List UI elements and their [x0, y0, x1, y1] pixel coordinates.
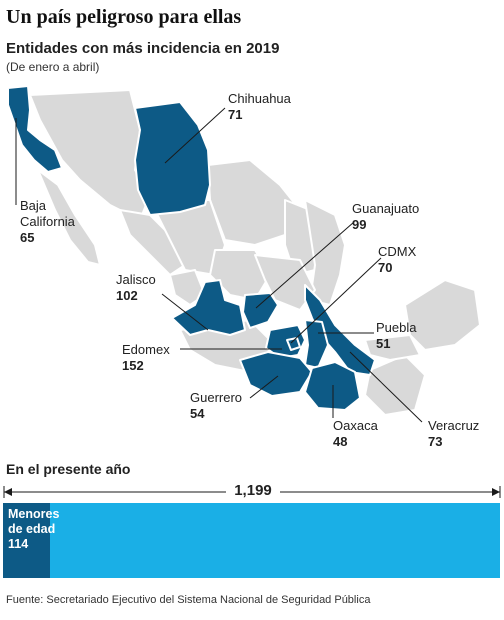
year-heading: En el presente año — [6, 461, 131, 477]
state-name: Guerrero — [190, 390, 243, 405]
state-value: 71 — [228, 107, 243, 122]
state-baja-california-sur — [37, 169, 101, 266]
label-edomex: Edomex 152 — [122, 342, 170, 374]
label-jalisco: Jalisco 102 — [116, 272, 156, 304]
label-chihuahua: Chihuahua 71 — [228, 91, 291, 123]
state-jalisco — [171, 279, 246, 336]
minors-bar — [3, 503, 50, 578]
state-tamaulipas — [304, 199, 346, 306]
state-name: Baja California — [20, 198, 75, 229]
leader-veracruz — [349, 351, 423, 423]
minors-label-line-2: de edad — [8, 522, 56, 536]
state-value: 152 — [122, 358, 144, 373]
label-cdmx: CDMX 70 — [378, 244, 416, 276]
state-edomex — [265, 324, 306, 359]
state-yucatan-peninsula — [404, 279, 481, 351]
minors-label-line-1: Menores — [8, 507, 60, 521]
state-value: 73 — [428, 434, 443, 449]
label-veracruz: Veracruz 73 — [428, 418, 479, 450]
state-name: Edomex — [122, 342, 170, 357]
state-value: 99 — [352, 217, 367, 232]
state-name: Chihuahua — [228, 91, 291, 106]
state-chihuahua — [134, 101, 211, 216]
total-label: 1,199 — [226, 482, 280, 499]
mexico-map — [7, 85, 481, 423]
leader-guanajuato — [255, 221, 355, 309]
label-oaxaca: Oaxaca 48 — [333, 418, 378, 450]
state-name: Jalisco — [116, 272, 156, 287]
leader-chihuahua — [164, 107, 226, 164]
total-bar — [3, 503, 500, 578]
chart-subtitle: Entidades con más incidencia en 2019 — [6, 40, 280, 57]
state-name: Veracruz — [428, 418, 480, 433]
chart-title: Un país peligroso para ellas — [6, 6, 242, 28]
state-name: Guanajuato — [352, 201, 420, 216]
source-note: Fuente: Secretariado Ejecutivo del Siste… — [6, 594, 371, 606]
minors-label: Menores de edad 114 — [8, 507, 59, 552]
state-value: 70 — [378, 260, 393, 275]
state-name: CDMX — [378, 244, 417, 259]
state-value: 51 — [376, 336, 391, 351]
state-guanajuato — [242, 292, 279, 329]
state-tabasco — [364, 334, 421, 361]
state-name: Oaxaca — [333, 418, 378, 433]
state-value: 48 — [333, 434, 348, 449]
period-note: (De enero a abril) — [6, 60, 100, 74]
state-veracruz — [304, 284, 376, 376]
state-value: 65 — [20, 230, 35, 245]
state-guerrero — [239, 351, 313, 397]
label-guerrero: Guerrero 54 — [190, 390, 242, 422]
state-sinaloa — [119, 209, 186, 276]
label-baja-california: Baja California 65 — [20, 198, 90, 246]
leader-cdmx — [290, 257, 382, 344]
label-puebla: Puebla 51 — [376, 320, 416, 352]
minors-value: 114 — [8, 537, 29, 551]
leader-jalisco — [161, 293, 209, 331]
state-value: 102 — [116, 288, 138, 303]
label-guanajuato: Guanajuato 99 — [352, 201, 419, 233]
state-baja-california — [7, 85, 63, 173]
state-value: 54 — [190, 406, 205, 421]
leader-guerrero — [249, 375, 279, 399]
state-name: Puebla — [376, 320, 417, 335]
state-cdmx — [286, 337, 301, 351]
